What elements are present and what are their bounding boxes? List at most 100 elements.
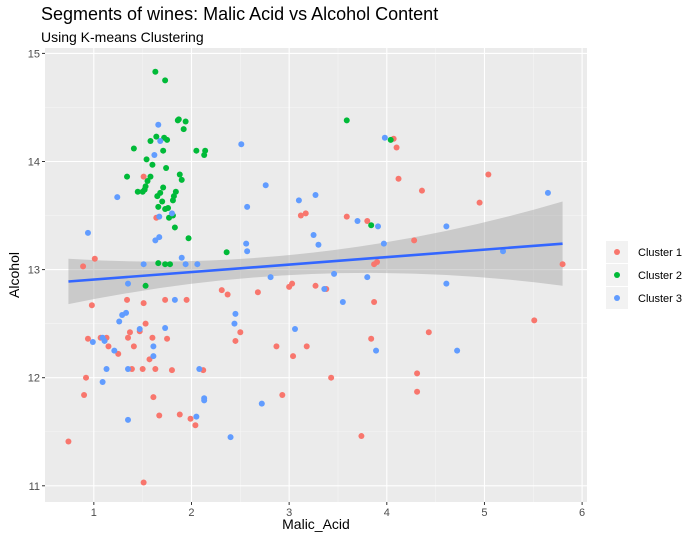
data-point: [164, 335, 171, 342]
data-point: [201, 397, 208, 404]
y-tick-label: 13: [28, 265, 40, 277]
legend-key-1: [614, 249, 620, 255]
data-points: [65, 68, 566, 486]
data-point: [162, 77, 169, 84]
data-point: [354, 217, 361, 224]
data-point: [159, 198, 166, 205]
data-point: [443, 280, 450, 287]
x-axis-title: Malic_Acid: [282, 516, 350, 532]
data-point: [172, 188, 179, 195]
data-point: [105, 343, 112, 350]
data-point: [414, 370, 421, 377]
data-point: [244, 248, 251, 255]
data-point: [150, 353, 157, 360]
data-point: [84, 229, 91, 236]
data-point: [152, 68, 159, 75]
data-point: [531, 317, 538, 324]
minor-gridlines: [45, 48, 587, 502]
data-point: [414, 388, 421, 395]
data-point: [273, 343, 280, 350]
data-point: [244, 203, 251, 210]
data-point: [364, 217, 371, 224]
data-point: [194, 261, 201, 268]
data-point: [218, 287, 225, 294]
data-point: [130, 343, 137, 350]
series-cluster-3: [84, 121, 551, 441]
legend-key-2: [614, 272, 620, 278]
data-point: [223, 249, 230, 256]
data-point: [358, 433, 365, 440]
data-point: [476, 199, 483, 206]
data-point: [182, 261, 189, 268]
data-point: [231, 320, 238, 327]
data-point: [162, 296, 169, 303]
data-point: [125, 416, 132, 423]
data-point: [116, 318, 123, 325]
data-point: [500, 248, 507, 255]
series-cluster-2: [124, 68, 394, 289]
data-point: [232, 337, 239, 344]
data-point: [185, 235, 192, 242]
data-point: [258, 400, 265, 407]
data-point: [232, 310, 239, 317]
x-tick-label: 1: [91, 507, 97, 519]
data-point: [237, 329, 244, 336]
data-point: [89, 339, 96, 346]
data-point: [136, 326, 143, 333]
x-tick-label: 4: [384, 507, 390, 519]
data-point: [147, 173, 154, 180]
data-point: [155, 121, 162, 128]
data-point: [175, 116, 182, 123]
data-point: [157, 137, 164, 144]
data-point: [331, 270, 338, 277]
data-point: [155, 203, 162, 210]
data-point: [149, 334, 156, 341]
data-point: [343, 213, 350, 220]
data-point: [156, 213, 163, 220]
y-tick-label: 11: [29, 481, 40, 493]
data-point: [381, 134, 388, 141]
data-point: [153, 133, 160, 140]
data-point: [182, 118, 189, 125]
data-point: [126, 329, 133, 336]
y-axis-title: Alcohol: [6, 252, 22, 298]
data-point: [163, 164, 170, 171]
data-point: [165, 204, 172, 211]
data-point: [142, 282, 149, 289]
data-point: [144, 177, 151, 184]
data-point: [114, 194, 121, 201]
data-point: [395, 175, 402, 182]
legend-label-1: Cluster 1: [638, 247, 682, 259]
data-point: [375, 223, 382, 230]
legend-label-2: Cluster 2: [638, 270, 682, 282]
data-point: [124, 296, 131, 303]
data-point: [101, 337, 108, 344]
data-point: [238, 141, 245, 148]
x-tick-label: 6: [579, 507, 585, 519]
data-point: [160, 184, 167, 191]
data-point: [180, 126, 187, 133]
data-point: [125, 366, 132, 373]
data-point: [193, 413, 200, 420]
data-point: [289, 280, 296, 287]
data-point: [279, 391, 286, 398]
trend-line: [68, 242, 563, 283]
data-point: [302, 210, 309, 217]
data-point: [371, 299, 378, 306]
data-point: [339, 299, 346, 306]
data-point: [125, 334, 132, 341]
data-point: [139, 366, 146, 373]
data-point: [123, 309, 130, 316]
data-point: [183, 296, 190, 303]
data-point: [411, 237, 418, 244]
data-point: [224, 291, 231, 298]
legend: Cluster 1 Cluster 2 Cluster 3: [606, 241, 682, 309]
data-point: [295, 197, 302, 204]
data-point: [91, 255, 98, 262]
data-point: [142, 183, 149, 190]
data-point: [99, 379, 106, 386]
data-point: [111, 347, 118, 354]
data-point: [267, 274, 274, 281]
data-point: [418, 187, 425, 194]
y-axis-ticks: 11 12 13 14 15: [28, 48, 45, 493]
